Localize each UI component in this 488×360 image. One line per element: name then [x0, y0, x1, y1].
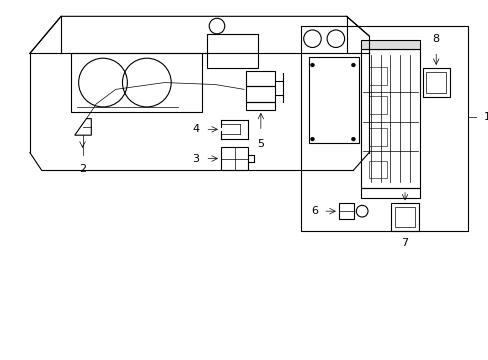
- Text: 5: 5: [257, 139, 264, 149]
- Text: 7: 7: [401, 238, 408, 248]
- Bar: [246, 102, 275, 110]
- Text: 4: 4: [192, 124, 199, 134]
- Text: 2: 2: [79, 165, 86, 174]
- Circle shape: [351, 137, 355, 141]
- Bar: [422, 68, 449, 97]
- Text: 1: 1: [483, 112, 488, 122]
- Bar: [300, 26, 468, 231]
- Circle shape: [351, 63, 355, 67]
- Bar: [246, 86, 275, 102]
- Circle shape: [310, 137, 314, 141]
- Bar: [338, 203, 354, 219]
- Bar: [207, 34, 257, 68]
- Bar: [361, 40, 419, 49]
- Bar: [221, 147, 248, 170]
- Bar: [390, 203, 418, 231]
- Bar: [426, 72, 445, 93]
- Bar: [394, 207, 414, 227]
- Bar: [246, 71, 275, 86]
- Text: 8: 8: [432, 33, 439, 44]
- Circle shape: [310, 63, 314, 67]
- Bar: [361, 49, 419, 188]
- Bar: [368, 67, 386, 85]
- Bar: [361, 188, 419, 198]
- Bar: [368, 96, 386, 114]
- Bar: [368, 161, 386, 178]
- Bar: [71, 53, 202, 112]
- Bar: [368, 129, 386, 146]
- Text: 6: 6: [310, 206, 317, 216]
- Bar: [308, 57, 359, 143]
- Text: 3: 3: [192, 154, 199, 163]
